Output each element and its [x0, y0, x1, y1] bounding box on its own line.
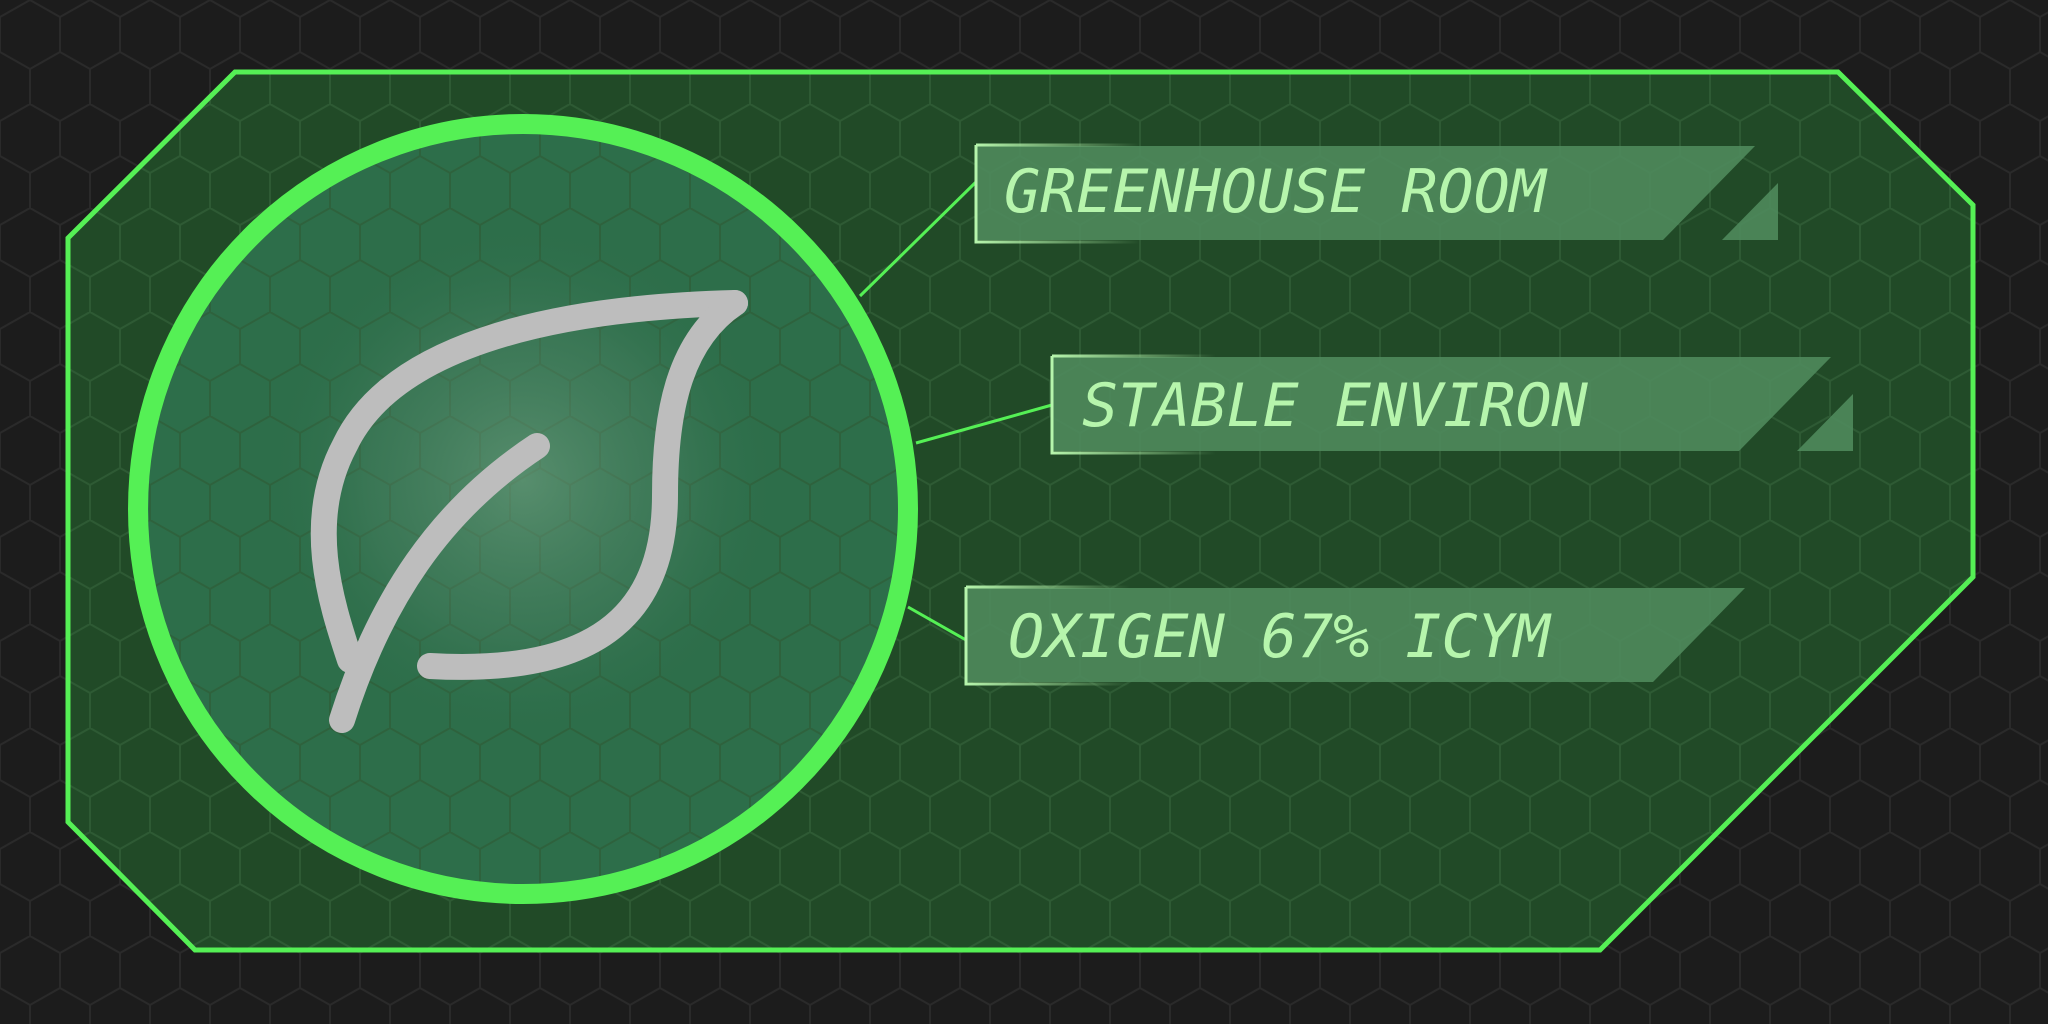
oxygen-readout: OXIGEN 67% ICYM — [1008, 602, 1552, 672]
leaf-badge — [128, 114, 918, 904]
title-tag-corner — [1722, 183, 1778, 240]
oxygen-tag: OXIGEN 67% ICYM — [964, 585, 1745, 686]
leaf-icon — [310, 290, 748, 733]
badge-ring — [128, 114, 918, 904]
environment-status: STABLE ENVIRON — [1082, 371, 1589, 441]
title-tag: GREENHOUSE ROOM — [974, 143, 1778, 244]
status-tag: STABLE ENVIRON — [1050, 354, 1853, 455]
panel-border — [65, 69, 1976, 953]
status-tag-corner — [1797, 394, 1853, 451]
connector-line-oxygen — [907, 605, 967, 642]
connector-line-title — [858, 180, 978, 298]
connector-line-status — [915, 403, 1053, 445]
connector-lines — [858, 180, 1053, 642]
room-title: GREENHOUSE ROOM — [1004, 157, 1548, 227]
